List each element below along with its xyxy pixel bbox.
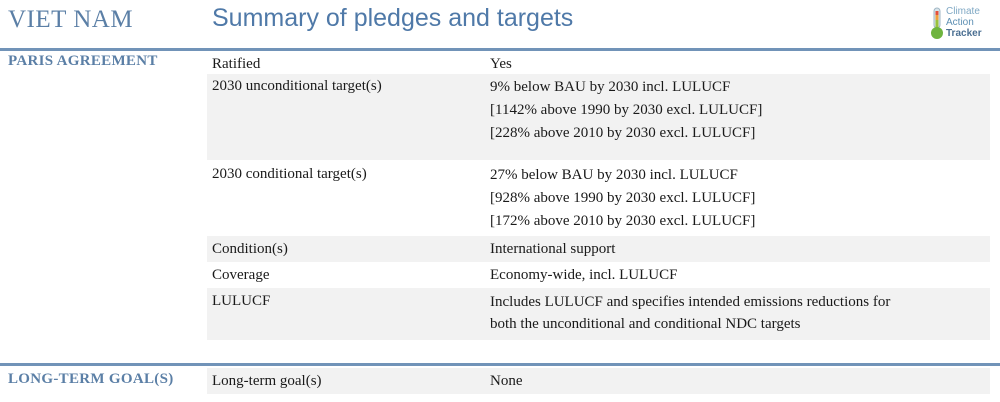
long-term-goal-table: Long-term goal(s) None	[207, 368, 990, 394]
page-header: VIET NAM Summary of pledges and targets …	[0, 0, 1000, 48]
logo-wordmark: Climate Action Tracker	[946, 6, 982, 39]
row-value-line: None	[490, 373, 523, 389]
row-value-line: 9% below BAU by 2030 incl. LULUCF	[490, 79, 731, 95]
row-key: Ratified	[212, 56, 261, 72]
table-row: Condition(s) International support	[207, 236, 990, 262]
row-value: International support	[490, 239, 980, 259]
row-value-line: Economy-wide, incl. LULUCF	[490, 267, 678, 283]
row-value: Economy-wide, incl. LULUCF	[490, 265, 980, 285]
table-row: Coverage Economy-wide, incl. LULUCF	[207, 262, 990, 288]
climate-action-tracker-logo: Climate Action Tracker	[930, 6, 996, 42]
table-row: Ratified Yes	[207, 52, 990, 74]
paris-agreement-table: Ratified Yes 2030 unconditional target(s…	[207, 52, 990, 340]
row-value: Yes	[490, 54, 980, 74]
row-value: Includes LULUCF and specifies intended e…	[490, 291, 980, 335]
row-key: 2030 unconditional target(s)	[212, 78, 382, 94]
page-title: Summary of pledges and targets	[212, 4, 574, 32]
table-row: Long-term goal(s) None	[207, 368, 990, 394]
row-key: Condition(s)	[212, 241, 288, 257]
row-value-line: Yes	[490, 56, 512, 72]
section-label-long-term-goals: LONG-TERM GOAL(S)	[8, 371, 174, 387]
section-label-paris-agreement: PARIS AGREEMENT	[8, 53, 158, 69]
logo-line-tracker: Tracker	[946, 28, 982, 39]
logo-line-action: Action	[946, 17, 974, 28]
country-name: VIET NAM	[8, 6, 134, 33]
logo-line-climate: Climate	[946, 6, 980, 17]
table-row: 2030 unconditional target(s) 9% below BA…	[207, 74, 990, 160]
row-value: 9% below BAU by 2030 incl. LULUCF [1142%…	[490, 76, 980, 145]
thermometer-icon	[931, 7, 943, 39]
row-value-line: [228% above 2010 by 2030 excl. LULUCF]	[490, 125, 756, 141]
row-value-line: International support	[490, 241, 616, 257]
row-key: LULUCF	[212, 293, 271, 309]
row-value-line: both the unconditional and conditional N…	[490, 316, 801, 332]
row-value: 27% below BAU by 2030 incl. LULUCF [928%…	[490, 164, 980, 233]
row-value: None	[490, 371, 980, 391]
row-value-line: [928% above 1990 by 2030 excl. LULUCF]	[490, 190, 756, 206]
section-divider	[0, 363, 1000, 366]
row-key: 2030 conditional target(s)	[212, 166, 367, 182]
header-divider	[0, 48, 1000, 51]
row-value-line: 27% below BAU by 2030 incl. LULUCF	[490, 167, 738, 183]
table-row: 2030 conditional target(s) 27% below BAU…	[207, 160, 990, 236]
row-value-line: [1142% above 1990 by 2030 excl. LULUCF]	[490, 102, 763, 118]
row-value-line: [172% above 2010 by 2030 excl. LULUCF]	[490, 213, 756, 229]
row-key: Coverage	[212, 267, 270, 283]
table-row: LULUCF Includes LULUCF and specifies int…	[207, 288, 990, 340]
row-value-line: Includes LULUCF and specifies intended e…	[490, 294, 891, 310]
row-key: Long-term goal(s)	[212, 373, 322, 389]
